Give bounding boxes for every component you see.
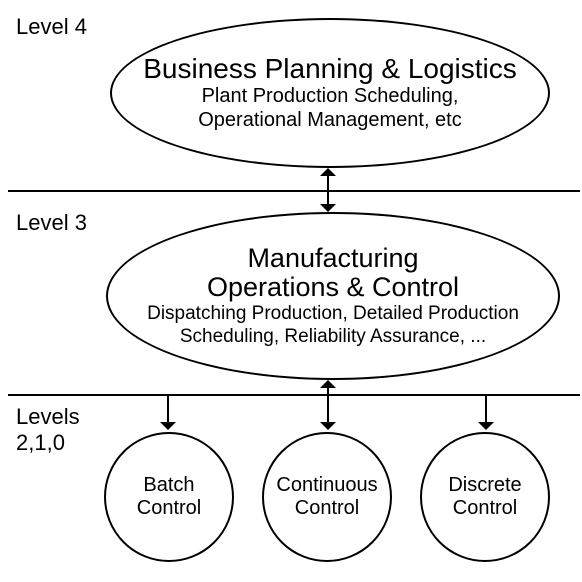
levels-210-label: Levels2,1,0 (16, 404, 80, 456)
continuous-label: ContinuousControl (276, 474, 377, 520)
divider-upper (8, 190, 580, 192)
discrete-control-node: DiscreteControl (420, 432, 550, 562)
discrete-label: DiscreteControl (448, 474, 521, 520)
manufacturing-node: ManufacturingOperations & Control Dispat… (106, 212, 560, 380)
manufacturing-title: ManufacturingOperations & Control (207, 244, 459, 303)
arrow-down-discrete (476, 394, 496, 430)
arrow-down-batch (158, 394, 178, 430)
arrow-bidirectional-lower (318, 380, 338, 430)
diagram-canvas: Level 4 Level 3 Levels2,1,0 Business Pla… (0, 0, 582, 582)
business-title: Business Planning & Logistics (143, 54, 517, 85)
business-subtitle: Plant Production Scheduling,Operational … (198, 84, 462, 132)
batch-control-node: BatchControl (104, 432, 234, 562)
manufacturing-subtitle: Dispatching Production, Detailed Product… (147, 303, 519, 349)
business-planning-node: Business Planning & Logistics Plant Prod… (110, 18, 550, 168)
continuous-control-node: ContinuousControl (262, 432, 392, 562)
batch-label: BatchControl (137, 474, 201, 520)
level-4-label: Level 4 (16, 14, 87, 40)
level-3-label: Level 3 (16, 210, 87, 236)
arrow-bidirectional-upper (318, 168, 338, 212)
